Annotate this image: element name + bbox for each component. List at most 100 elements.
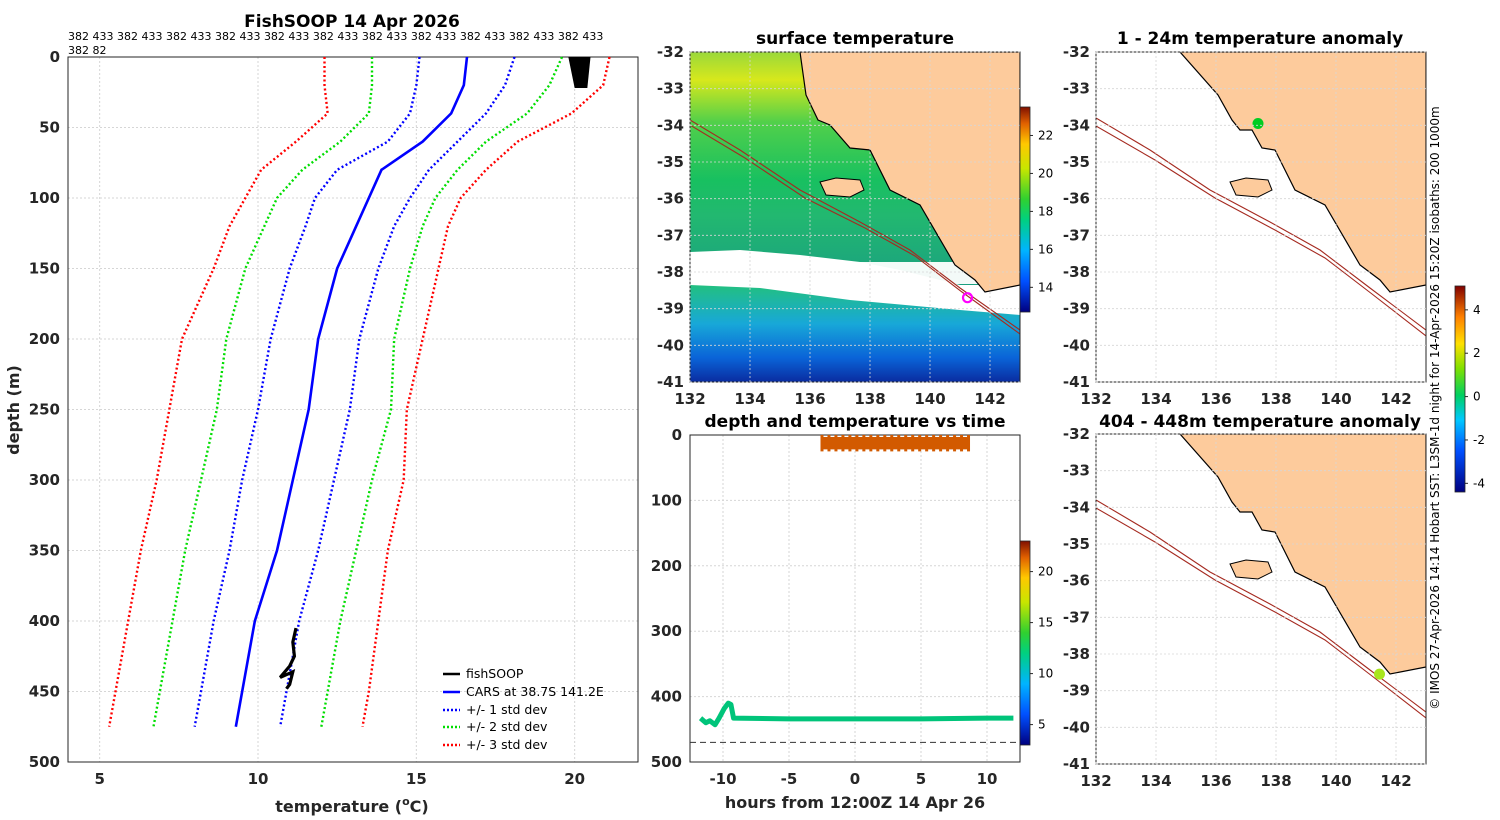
sst-colorbar-ticks: 14 16 18 20 22 [1030, 128, 1053, 294]
depth-time-data [690, 434, 1020, 743]
depth-time-y-tick-label: 500 [651, 753, 682, 771]
map-y-tick-label: -34 [1063, 498, 1090, 516]
profile-y-tick-label: 300 [29, 471, 60, 489]
colorbar-tick-label: 10 [1038, 667, 1053, 681]
depth-time-x-tick-label: 0 [850, 770, 860, 788]
map-y-tick-label: -33 [657, 80, 684, 98]
sst-island [819, 177, 865, 198]
depth-time-y-tick-label: 400 [651, 688, 682, 706]
sst-map-title: surface temperature [756, 29, 954, 49]
profile-y-tick-label: 100 [29, 189, 60, 207]
map-y-tick-label: -39 [1063, 682, 1090, 700]
profile-x-tick-label: 10 [248, 770, 269, 788]
map-x-tick-label: 134 [734, 390, 765, 408]
depth-time-y-tick-label: 300 [651, 622, 682, 640]
colorbar-tick-label: 5 [1038, 718, 1046, 732]
map-x-tick-label: 142 [1380, 772, 1411, 790]
map-y-tick-label: -34 [1063, 116, 1090, 134]
map-x-tick-label: 138 [854, 390, 885, 408]
map-y-tick-label: -39 [657, 300, 684, 318]
anomaly-top-isobath-1000 [1096, 125, 1426, 337]
map-y-tick-label: -36 [1063, 190, 1090, 208]
profile-top-annotation-line1: 382 433 382 433 382 433 382 433 382 433 … [68, 30, 603, 43]
profile-legend: fishSOOP CARS at 38.7S 141.2E +/- 1 std … [443, 666, 604, 752]
profile-series-line [361, 56, 611, 727]
map-y-tick-label: -37 [1063, 226, 1090, 244]
anomaly-colorbar-ticks: 4 2 0 -2 -4 [1465, 303, 1485, 490]
map-y-tick-label: -36 [657, 190, 684, 208]
fishsoop-deep-profile [278, 627, 298, 690]
map-x-tick-label: 140 [1320, 390, 1351, 408]
map-x-tick-label: 132 [1080, 390, 1111, 408]
legend-fishsoop: fishSOOP [466, 666, 524, 681]
map-x-tick-label: 142 [1380, 390, 1411, 408]
legend-1std: +/- 1 std dev [466, 702, 548, 717]
colorbar-tick-label: 2 [1473, 346, 1481, 360]
map-y-tick-label: -38 [1063, 263, 1090, 281]
anomaly-bottom-station-marker [1374, 668, 1385, 680]
profile-xlabel: temperature (oC) [275, 795, 428, 816]
anomaly-bottom-title: 404 - 448m temperature anomaly [1099, 412, 1421, 432]
sst-cloud-gap [690, 262, 1020, 284]
sst-map-field [690, 52, 1020, 382]
map-y-tick-label: -35 [657, 153, 684, 171]
deep-track [698, 700, 1014, 728]
map-y-tick-label: -41 [1063, 373, 1090, 391]
profile-series-line [278, 56, 516, 727]
profile-y-tick-label: 250 [29, 401, 60, 419]
anomaly-top-title: 1 - 24m temperature anomaly [1117, 29, 1403, 49]
map-x-tick-label: 132 [674, 390, 705, 408]
colorbar-tick-label: 4 [1473, 303, 1481, 317]
map-y-tick-label: -35 [1063, 535, 1090, 553]
map-y-tick-label: -38 [657, 263, 684, 281]
anomaly-top-island [1229, 177, 1273, 198]
anomaly-bottom-ticks: 132 134 136 138 140 142 -32 -33 -34 -35 -36 -37 -38 -… [1063, 425, 1412, 790]
colorbar-tick-label: 20 [1038, 565, 1053, 579]
profile-series-line [107, 57, 329, 727]
profile-series-line [234, 56, 469, 727]
sst-land [799, 52, 1020, 293]
colorbar-tick-label: 15 [1038, 616, 1053, 630]
anomaly-bottom-land [1179, 434, 1426, 675]
profile-y-tick-label: 450 [29, 683, 60, 701]
anomaly-bottom-isobath-200 [1096, 499, 1426, 713]
depth-time-x-tick-label: 5 [916, 770, 926, 788]
map-y-tick-label: -36 [1063, 572, 1090, 590]
map-x-tick-label: 134 [1140, 772, 1171, 790]
map-x-tick-label: 136 [1200, 390, 1231, 408]
sst-south-field [690, 285, 1020, 382]
surface-track [822, 436, 969, 450]
map-y-tick-label: -37 [657, 226, 684, 244]
sst-isobath-200 [690, 119, 1020, 331]
map-y-tick-label: -41 [1063, 755, 1090, 773]
anomaly-colorbar [1454, 285, 1466, 493]
profile-y-tick-label: 150 [29, 260, 60, 278]
profile-x-tick-label: 15 [406, 770, 427, 788]
map-y-tick-label: -32 [1063, 425, 1090, 443]
legend-cars: CARS at 38.7S 141.2E [466, 684, 604, 699]
map-x-tick-label: 136 [1200, 772, 1231, 790]
map-y-tick-label: -41 [657, 373, 684, 391]
profile-y-tick-label: 200 [29, 330, 60, 348]
anomaly-top-ticks: 132 134 136 138 140 142 -32 -33 -34 -35 -36 -37 -38 -… [1063, 43, 1412, 408]
depth-time-y-tick-label: 0 [672, 426, 682, 444]
anomaly-bottom-isobath-1000 [1096, 507, 1426, 719]
profile-title: FishSOOP 14 Apr 2026 [244, 12, 460, 32]
colorbar-tick-label: 14 [1038, 280, 1053, 294]
sst-station-marker [961, 292, 974, 304]
profile-ylabel: depth (m) [4, 365, 23, 455]
legend-3std: +/- 3 std dev [466, 737, 548, 752]
depth-time-colorbar [1019, 540, 1031, 746]
depth-time-y-tick-label: 200 [651, 557, 682, 575]
anomaly-top-land [1179, 52, 1426, 293]
colorbar-tick-label: -2 [1473, 433, 1485, 447]
anomaly-bottom-island [1229, 559, 1273, 580]
map-y-tick-label: -40 [1063, 336, 1090, 354]
colorbar-tick-label: 18 [1038, 204, 1053, 218]
profile-series-line [152, 57, 374, 727]
sst-gridlines [689, 51, 1020, 383]
anomaly-top-field [1096, 52, 1426, 337]
map-x-tick-label: 138 [1260, 390, 1291, 408]
map-y-tick-label: -37 [1063, 608, 1090, 626]
anomaly-bottom-field [1096, 434, 1426, 719]
